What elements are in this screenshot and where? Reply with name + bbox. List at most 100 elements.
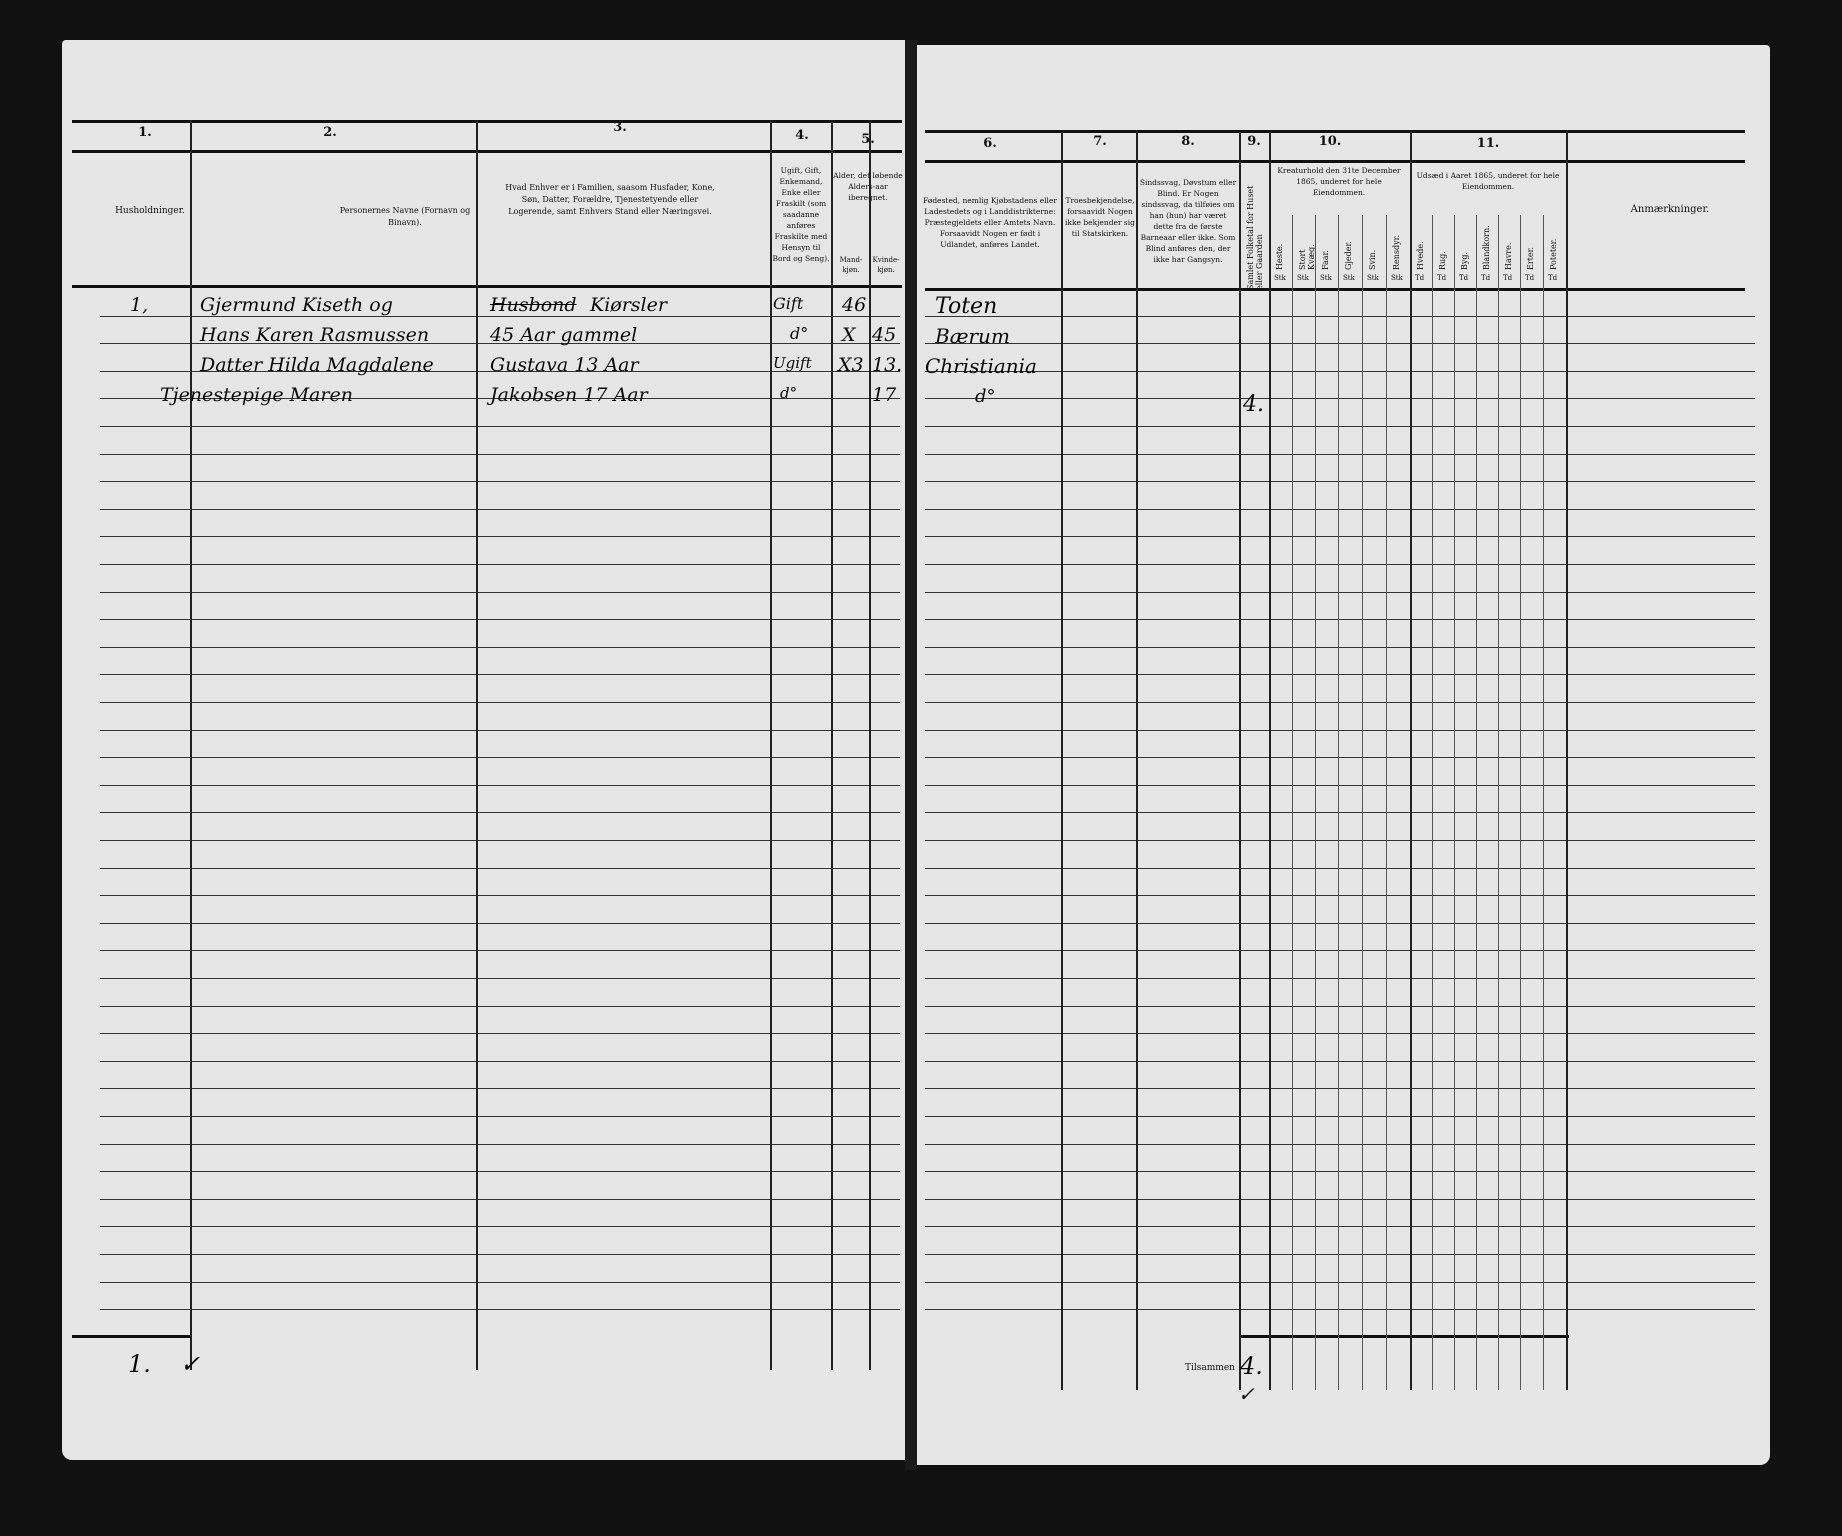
livestock-unit: Stk — [1320, 274, 1332, 282]
sum-check: ✓ — [1238, 1382, 1255, 1406]
col-number-4: 4. — [795, 128, 809, 143]
row4-age-female: 17 — [872, 384, 897, 406]
column-divider-left — [770, 120, 772, 1370]
row-line-left — [100, 730, 900, 731]
header-age: Alder, det løbende Alders-aar iberegnet. — [833, 171, 903, 202]
row3-name: Datter Hilda Magdalene — [200, 354, 434, 376]
column-divider-left — [831, 120, 833, 1370]
header-religion: Troesbekjendelse, forsaavidt Nogen ikke … — [1065, 196, 1135, 238]
sub-column-divider — [1338, 215, 1339, 1390]
row-line-right — [925, 647, 1755, 648]
row-line-right — [925, 1199, 1755, 1200]
row-line-left — [100, 950, 900, 951]
sub-column-divider — [1386, 215, 1387, 1390]
birthplace-1: Toten — [935, 294, 998, 319]
sowing-subheader: Poteter. — [1549, 238, 1558, 270]
row-line-left — [100, 316, 900, 317]
row-line-left — [100, 536, 900, 537]
header-names: Personernes Navne (Fornavn og Binavn). — [339, 206, 471, 227]
row-line-right — [925, 1006, 1755, 1007]
header-mid-rule-right — [925, 160, 1745, 163]
row4-status: d° — [780, 384, 798, 402]
total-rule-right — [1239, 1335, 1569, 1338]
sub-column-divider — [1315, 215, 1316, 1390]
sub-column-divider — [1520, 215, 1521, 1390]
row-line-left — [100, 1226, 900, 1227]
livestock-subheader: Heste. — [1275, 243, 1284, 270]
row-line-right — [925, 1061, 1755, 1062]
header-sowing: Udsæd i Aaret 1865, underet for hele Eie… — [1416, 171, 1560, 191]
col-number-1: 1. — [138, 125, 152, 140]
row-line-right — [925, 674, 1755, 675]
row-line-left — [100, 1116, 900, 1117]
row3-status: Ugift — [773, 354, 812, 372]
header-disability: Sindssvag, Døvstum eller Blind. Er Nogen… — [1139, 178, 1237, 264]
col-number-3: 3. — [613, 120, 627, 135]
row-line-left — [100, 840, 900, 841]
right-page — [915, 45, 1770, 1465]
row-line-left — [100, 1199, 900, 1200]
livestock-unit: Stk — [1367, 274, 1379, 282]
row-line-left — [100, 1144, 900, 1145]
row-line-right — [925, 481, 1755, 482]
column-divider-left — [190, 120, 192, 1370]
row-line-left — [100, 1309, 900, 1310]
sowing-unit: Td — [1437, 274, 1447, 282]
sowing-unit: Td — [1481, 274, 1491, 282]
header-bottom-rule-right — [925, 288, 1745, 291]
row1-role: Kiørsler — [590, 294, 667, 316]
header-top-rule-right — [925, 130, 1745, 133]
row-line-right — [925, 371, 1755, 372]
row-line-right — [925, 757, 1755, 758]
row-line-right — [925, 785, 1755, 786]
row2-status: d° — [790, 324, 809, 343]
col-number-11: 11. — [1476, 136, 1500, 151]
row-line-right — [925, 978, 1755, 979]
col-number-5: 5. — [861, 132, 875, 147]
row3-age-male: X3 — [838, 354, 864, 376]
sowing-subheader: Byg. — [1460, 251, 1469, 270]
row4-name: Tjenestepige Maren — [160, 384, 353, 406]
row-line-right — [925, 343, 1755, 344]
row-line-left — [100, 812, 900, 813]
row-line-right — [925, 1033, 1755, 1034]
row-line-right — [925, 923, 1755, 924]
row-line-right — [925, 426, 1755, 427]
birthplace-2: Bærum — [935, 324, 1010, 348]
sowing-subheader: Erter. — [1526, 246, 1535, 270]
livestock-subheader: Gjeder. — [1344, 241, 1353, 270]
row-line-right — [925, 702, 1755, 703]
row-line-left — [100, 619, 900, 620]
livestock-subheader: Svin. — [1368, 249, 1377, 270]
livestock-unit: Stk — [1274, 274, 1286, 282]
row-line-left — [100, 1171, 900, 1172]
header-age-male: Mand-kjøn. — [839, 256, 863, 274]
header-households: Husholdninger. — [115, 206, 185, 216]
row-line-right — [925, 536, 1755, 537]
sub-column-divider — [1498, 215, 1499, 1390]
check-mark: ✓ — [180, 1350, 201, 1378]
row-line-left — [100, 371, 900, 372]
row1-status: Gift — [773, 294, 804, 313]
col-number-7: 7. — [1093, 134, 1107, 149]
column-divider-right — [1136, 130, 1138, 1390]
row-line-left — [100, 1006, 900, 1007]
total-households: 1. — [128, 1350, 151, 1378]
col-number-10: 10. — [1318, 134, 1342, 149]
household-population: 4. — [1243, 392, 1264, 417]
row-line-right — [925, 509, 1755, 510]
row-line-right — [925, 316, 1755, 317]
row2-name: Hans Karen Rasmussen — [200, 324, 430, 346]
column-divider-left — [869, 120, 871, 1370]
sub-column-divider — [1454, 215, 1455, 1390]
row-line-right — [925, 592, 1755, 593]
header-birthplace: Fødested, nemlig Kjøbstadens eller Lades… — [923, 196, 1057, 249]
row-line-right — [925, 1116, 1755, 1117]
row-line-right — [925, 868, 1755, 869]
sowing-subheader: Rug. — [1438, 251, 1447, 270]
header-remarks: Anmærkninger. — [1630, 204, 1710, 215]
row-line-left — [100, 1061, 900, 1062]
row-line-left — [100, 1254, 900, 1255]
row-line-right — [925, 398, 1755, 399]
livestock-unit: Stk — [1297, 274, 1309, 282]
